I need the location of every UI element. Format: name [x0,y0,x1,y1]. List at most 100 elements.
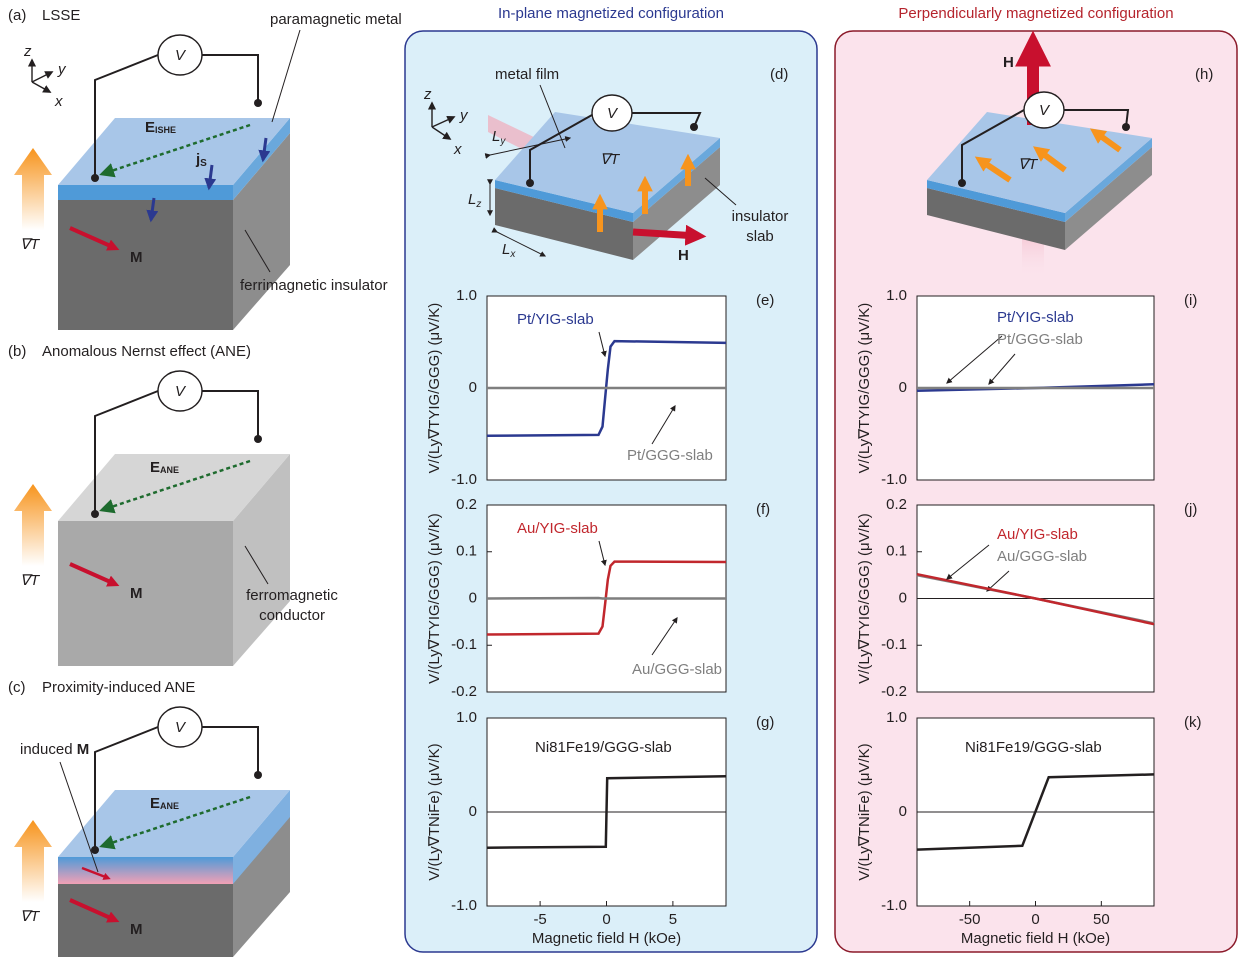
metal-front [58,185,233,200]
axes-icon [427,101,456,140]
voltmeter [157,706,203,748]
series-line [486,596,726,600]
wire [94,726,159,850]
wire [202,54,259,103]
gradient-arrow [14,148,52,230]
y-tick-label: -1.0 [451,897,477,914]
series-label: Au/YIG-slab [517,520,598,537]
dimension-label: Lx [502,241,516,260]
conductor-side [233,454,290,666]
voltmeter [157,34,203,76]
x-axis-label: Magnetic field H (kOe) [961,930,1110,947]
leader-line [704,177,737,206]
magnetization-arrow [69,562,120,587]
label-arrow [988,353,1016,385]
layer-label: ferrimagnetic insulator [240,277,388,294]
induced-arrow [81,866,111,880]
panel-label: (h) [1195,66,1213,83]
dimension-subscript: z [475,199,481,210]
axis-name: y [459,107,469,124]
voltmeter [157,370,203,412]
y-axis-label: V/(Ly∇TYIG/GGG) (μV/K) [856,513,873,684]
voltmeter [1023,91,1065,129]
y-tick-label: 0.1 [456,543,477,560]
induced: induced [20,741,73,758]
x-tick-label: -5 [533,911,546,928]
y-axis-label: V/(Ly∇TYIG/GGG) (μV/K) [426,303,443,474]
field: E [150,795,160,812]
y-tick-label: 0 [469,589,477,606]
field-subscript: ANE [160,465,179,475]
field-subscript: ISHE [155,125,176,135]
metal-side [233,790,290,884]
insulator-front [58,200,233,330]
spin-current-label: jS [195,151,207,169]
wire [202,390,259,439]
dimension-subscript: y [499,136,506,147]
contact [690,123,698,131]
panel-c: (c) Proximity-induced ANE V EANE induced… [8,679,290,957]
y-tick-label: 1.0 [456,287,477,304]
voltmeter-label: V [175,383,187,400]
magnetization-arrow [69,898,120,923]
dimension-arrow [484,136,572,159]
panel-label: (j) [1184,501,1197,518]
y-tick-label: -1.0 [881,897,907,914]
voltmeter-label: V [175,719,187,736]
dimension-label: Ly [492,128,506,147]
wire [202,726,259,775]
panel-label: (c) [8,679,26,696]
y-tick-label: 1.0 [886,287,907,304]
panel-label: (e) [756,292,774,309]
field-subscript: ANE [160,801,179,811]
spin-arrows [146,137,271,223]
contact [254,771,262,779]
axis-name: y [57,61,67,78]
panel-b: (b) Anomalous Nernst effect (ANE) V EANE… [8,343,338,666]
voltmeter-label: V [607,105,619,122]
series-label: Ni81Fe19/GGG-slab [965,739,1102,756]
series-label: Ni81Fe19/GGG-slab [535,739,672,756]
metal-side [633,138,720,222]
wire [632,112,702,128]
field-arrow [99,459,251,514]
series-label: Pt/GGG-slab [997,331,1083,348]
gradient-arrow [14,820,52,902]
label-arrow [986,570,1010,592]
voltmeter-label: V [175,47,187,64]
spin-current-subscript: S [200,158,207,169]
x-tick-label: 5 [669,911,677,928]
x-tick-label: 0 [602,911,610,928]
field-label: EANE [150,795,179,812]
label-arrow [598,540,607,567]
field: E [145,119,155,136]
x-tick-label: 0 [1031,911,1039,928]
panel-label: (g) [756,714,774,731]
y-tick-label: -0.1 [451,636,477,653]
metal-side [1065,138,1152,222]
label-arrow [946,544,990,580]
label-arrow [946,335,1003,384]
y-tick-label: -0.2 [451,683,477,700]
dimension-subscript: x [509,249,516,260]
magnetization-arrow [69,226,120,251]
panel-label: (d) [770,66,788,83]
dimension: L [492,128,500,145]
insulator-side [233,133,290,330]
y-axis-label: V/(Ly∇TYIG/GGG) (μV/K) [856,303,873,474]
series-label: Au/GGG-slab [997,548,1087,565]
column-title: In-plane magnetized configuration [498,5,724,22]
metal-front [927,180,1065,222]
gradient-label: ∇T [1018,156,1039,173]
wire [94,54,159,178]
x-tick-label: 50 [1093,911,1110,928]
panel-label: (k) [1184,714,1202,731]
insulator-side [233,805,290,957]
y-tick-label: -1.0 [451,471,477,488]
y-axis-label: V/(Ly∇TNiFe) (μV/K) [426,743,443,880]
voltmeter [591,94,633,132]
wire [94,390,159,514]
gradient-label: ∇T [20,236,41,253]
series-label: Pt/GGG-slab [627,447,713,464]
gradient-label: ∇T [20,572,41,589]
